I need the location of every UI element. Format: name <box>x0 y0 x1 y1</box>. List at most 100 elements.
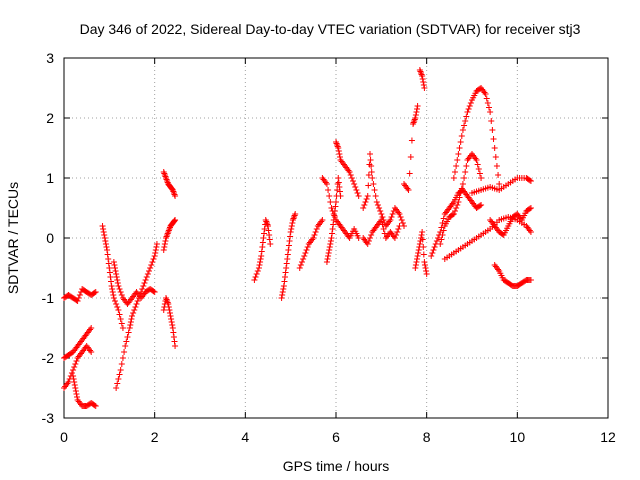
data-point-marker <box>438 236 445 243</box>
data-point-marker <box>160 247 167 253</box>
data-point-marker <box>113 385 120 391</box>
data-point-marker <box>129 313 135 319</box>
data-point-marker <box>289 220 296 226</box>
data-point-marker <box>489 127 496 133</box>
data-point-marker <box>168 316 175 322</box>
data-point-marker <box>91 402 98 409</box>
data-point-marker <box>101 232 108 238</box>
data-point-marker <box>128 316 135 322</box>
series-arc-aa <box>487 205 534 238</box>
data-point-marker <box>143 274 150 280</box>
data-point-marker <box>327 199 334 205</box>
data-point-marker <box>387 217 394 223</box>
series-arc-k <box>251 217 274 283</box>
data-point-marker <box>106 269 113 276</box>
data-point-marker <box>169 325 176 331</box>
data-point-marker <box>326 193 333 199</box>
data-point-marker <box>371 187 378 193</box>
data-point-marker <box>405 187 412 193</box>
data-point-marker <box>457 190 464 196</box>
data-point-marker <box>335 148 342 154</box>
data-point-marker <box>259 239 266 246</box>
data-point-marker <box>261 226 268 232</box>
series-arc-n <box>323 175 344 265</box>
data-point-marker <box>281 278 288 285</box>
data-point-marker <box>462 169 469 175</box>
data-point-marker <box>278 295 285 301</box>
data-point-marker <box>330 211 337 217</box>
data-point-marker <box>353 187 360 193</box>
data-point-marker <box>376 205 383 211</box>
data-point-marker <box>488 118 495 124</box>
data-point-marker <box>125 329 132 336</box>
data-point-marker <box>109 289 116 295</box>
data-point-marker <box>323 181 330 187</box>
series-arc-ab <box>491 262 534 289</box>
data-point-marker <box>334 142 341 148</box>
y-tick-label: -2 <box>42 350 55 366</box>
data-point-marker <box>310 235 317 241</box>
data-point-marker <box>171 338 178 345</box>
data-point-marker <box>300 256 307 262</box>
data-point-marker <box>116 311 123 318</box>
data-point-marker <box>329 208 336 214</box>
data-point-marker <box>286 238 293 244</box>
data-point-marker <box>70 373 77 379</box>
data-point-marker <box>429 250 436 256</box>
x-tick-label: 2 <box>151 429 159 445</box>
data-point-marker <box>336 184 343 190</box>
data-point-marker <box>151 289 158 295</box>
y-tick-label: 3 <box>46 50 54 66</box>
data-point-marker <box>419 76 426 82</box>
data-point-marker <box>141 280 148 286</box>
series-arc-g <box>110 259 158 307</box>
data-point-marker <box>162 238 169 244</box>
data-point-marker <box>475 166 482 172</box>
data-point-marker <box>414 256 421 262</box>
data-point-marker <box>114 277 121 283</box>
data-point-marker <box>459 127 466 133</box>
data-point-marker <box>474 161 481 168</box>
data-point-marker <box>152 250 159 256</box>
data-point-marker <box>288 226 295 232</box>
data-point-marker <box>280 286 287 292</box>
data-point-marker <box>527 277 534 283</box>
y-tick-label: 2 <box>46 110 54 126</box>
data-point-marker <box>165 301 172 307</box>
series-arc-r <box>360 217 403 247</box>
data-point-marker <box>279 289 286 295</box>
data-point-marker <box>110 295 117 301</box>
data-point-marker <box>253 271 260 277</box>
data-point-marker <box>463 113 470 120</box>
data-point-marker <box>335 145 342 151</box>
data-point-marker <box>483 95 490 102</box>
series-arc-m <box>296 217 326 271</box>
data-point-marker <box>251 277 258 283</box>
data-point-marker <box>420 251 427 258</box>
data-point-marker <box>465 106 472 112</box>
data-point-marker <box>484 100 491 106</box>
data-point-marker <box>352 184 359 190</box>
data-point-marker <box>456 194 463 201</box>
data-point-marker <box>379 221 386 228</box>
data-point-marker <box>478 175 485 181</box>
data-point-marker <box>257 259 264 265</box>
data-point-marker <box>254 268 261 274</box>
data-point-marker <box>327 238 334 244</box>
data-point-marker <box>346 169 353 175</box>
x-tick-label: 0 <box>60 429 68 445</box>
data-point-marker <box>153 241 160 247</box>
data-point-marker <box>172 217 179 223</box>
data-point-marker <box>325 253 332 259</box>
data-point-marker <box>165 304 172 310</box>
data-point-marker <box>456 145 463 151</box>
data-point-marker <box>324 256 331 262</box>
data-point-marker <box>258 248 265 255</box>
data-point-marker <box>336 151 343 157</box>
data-point-marker <box>369 175 376 181</box>
data-point-marker <box>335 179 342 186</box>
data-point-marker <box>257 256 264 262</box>
data-point-marker <box>328 235 335 241</box>
data-point-marker <box>302 250 309 256</box>
